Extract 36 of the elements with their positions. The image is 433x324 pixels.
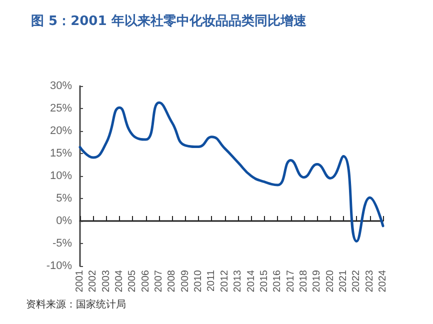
x-tick-label: 2009 xyxy=(180,270,191,292)
x-tick-label: 2004 xyxy=(114,270,126,292)
x-tick-label: 2008 xyxy=(166,270,178,292)
text: 资料来源：国家统计局 xyxy=(26,298,126,310)
x-tick-label: 2005 xyxy=(127,270,138,292)
y-tick-label: 15% xyxy=(50,148,72,160)
y-tick-label: 0% xyxy=(56,215,72,227)
x-tick-label: 2013 xyxy=(232,270,244,292)
x-tick-label: 2018 xyxy=(298,270,310,292)
x-tick-label: 2017 xyxy=(285,270,296,292)
x-tick-label: 2001 xyxy=(74,270,86,292)
y-tick-label: -10% xyxy=(46,260,72,272)
x-tick-label: 2002 xyxy=(88,270,99,292)
x-tick-label: 2014 xyxy=(246,270,257,292)
y-tick-label: -5% xyxy=(52,238,72,250)
x-tick-label: 2007 xyxy=(154,270,165,292)
x-tick-label: 2003 xyxy=(100,270,112,292)
y-tick-label: 30% xyxy=(50,80,72,92)
x-tick-label: 2024 xyxy=(378,270,388,292)
x-tick-label: 2006 xyxy=(140,270,152,292)
x-tick-label: 2012 xyxy=(219,270,230,292)
chart-title: 图 5：2001 年以来社零中化妆品品类同比增速 xyxy=(31,13,308,29)
line-series xyxy=(78,101,384,242)
x-tick-label: 2023 xyxy=(364,270,376,292)
y-tick-label: 5% xyxy=(56,192,72,204)
x-tick-label: 2016 xyxy=(272,270,284,292)
x-tick-label: 2010 xyxy=(193,270,204,292)
y-tick-label: 20% xyxy=(50,125,72,137)
x-tick-label: 2015 xyxy=(258,270,270,292)
x-tick-label: 2011 xyxy=(206,270,218,292)
x-tick-label: 2019 xyxy=(312,270,323,292)
x-tick-label: 2020 xyxy=(324,270,336,292)
x-tick-label: 2022 xyxy=(351,270,362,292)
y-tick-label: 25% xyxy=(50,102,72,114)
x-tick-label: 2021 xyxy=(338,270,349,292)
y-tick-label: 10% xyxy=(50,170,72,182)
